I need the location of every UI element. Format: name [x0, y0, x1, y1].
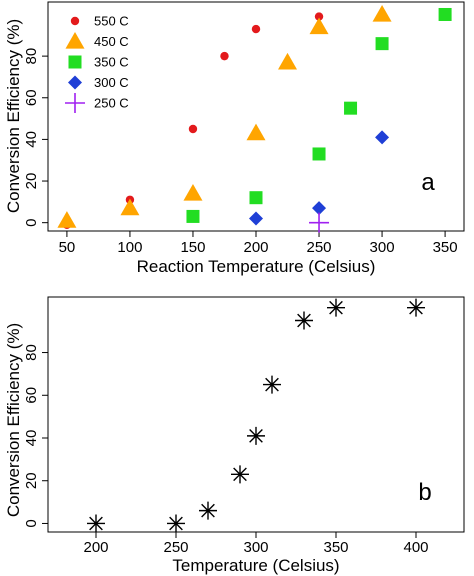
panel-b-y-axis: 0 20 40 60 80 [23, 344, 48, 528]
y-tick-label: 0 [23, 219, 40, 227]
x-tick-label: 400 [403, 539, 428, 556]
panel-b-data-points [87, 298, 425, 533]
data-point-350-c [438, 7, 452, 21]
y-tick-label: 60 [23, 89, 40, 106]
data-point-300-c [375, 130, 390, 145]
data-point-450-c [246, 123, 266, 141]
panel-b-x-axis-title: Temperature (Celsius) [172, 556, 339, 575]
legend-label: 550 C [94, 14, 129, 29]
x-tick-label: 200 [83, 539, 108, 556]
panel-a-chart: 0 20 40 60 80 50 100 150 200 250 300 350 550 C 450 … [4, 1, 465, 276]
data-point-450-c [372, 4, 392, 22]
y-tick-label: 60 [23, 387, 40, 404]
x-tick-label: 250 [307, 239, 332, 256]
legend-marker [68, 75, 82, 90]
panel-b-x-axis: 200 250 300 350 400 [83, 532, 429, 556]
panel-a-data-points [57, 4, 452, 233]
x-tick-label: 150 [180, 239, 205, 256]
x-tick-label: 300 [243, 539, 268, 556]
y-tick-label: 20 [23, 472, 40, 489]
data-point-series [327, 298, 345, 317]
y-tick-label: 80 [23, 48, 40, 65]
x-tick-label: 50 [59, 239, 76, 256]
data-point-series [167, 514, 185, 533]
panel-b-label: b [418, 479, 431, 506]
data-point-450-c [309, 17, 329, 35]
data-point-350-c [344, 101, 358, 115]
data-point-350-c [375, 37, 389, 51]
y-tick-label: 80 [23, 344, 40, 361]
data-point-series [295, 311, 313, 330]
data-point-300-c [249, 211, 263, 226]
panel-a-y-axis: 0 20 40 60 80 [23, 48, 48, 227]
data-point-series [407, 298, 425, 317]
panel-a-y-axis-title: Conversion Efficiency (%) [4, 19, 23, 213]
data-point-300-c [312, 201, 327, 216]
y-tick-label: 40 [23, 430, 40, 447]
panel-a-x-axis-title: Reaction Temperature (Celsius) [137, 257, 376, 276]
y-tick-label: 0 [23, 519, 40, 527]
data-point-450-c [120, 198, 140, 216]
data-point-550-c [220, 51, 229, 61]
panel-a-x-axis: 50 100 150 200 250 300 350 [59, 231, 458, 256]
x-tick-label: 200 [243, 239, 268, 256]
x-tick-label: 250 [163, 539, 188, 556]
data-point-series [199, 501, 217, 520]
panel-b-chart: 0 20 40 60 80 200 250 300 350 400 Temperature (C… [4, 296, 465, 575]
data-point-550-c [251, 24, 261, 34]
legend-marker [65, 93, 85, 113]
legend-marker [70, 16, 80, 26]
data-point-series [231, 465, 249, 484]
x-tick-label: 300 [370, 239, 395, 256]
y-tick-label: 40 [23, 131, 40, 148]
data-point-450-c [278, 52, 298, 70]
data-point-350-c [186, 209, 200, 223]
data-point-series [247, 426, 265, 445]
data-point-350-c [312, 147, 326, 161]
legend-label: 300 C [94, 75, 129, 90]
x-tick-label: 350 [433, 239, 458, 256]
y-tick-label: 20 [23, 173, 40, 190]
data-point-450-c [183, 184, 203, 201]
data-point-550-c [314, 12, 324, 21]
data-point-350-c [249, 191, 263, 205]
x-tick-label: 350 [323, 539, 348, 556]
panel-b-y-axis-title: Conversion Efficiency (%) [4, 323, 23, 517]
data-point-550-c [188, 124, 198, 134]
x-tick-label: 100 [117, 239, 142, 256]
data-point-250-c [309, 212, 330, 233]
legend-marker [65, 32, 85, 49]
legend-label: 450 C [94, 34, 129, 49]
panel-a-label: a [421, 169, 435, 196]
panel-a-legend: 550 C 450 C 350 C 300 C 250 C [65, 14, 129, 113]
legend-label: 350 C [94, 55, 129, 70]
panel-b-plot-frame [47, 296, 465, 533]
legend-label: 250 C [94, 96, 129, 111]
data-point-450-c [57, 211, 77, 228]
data-point-series [263, 375, 281, 394]
data-point-series [87, 514, 105, 533]
legend-marker [68, 55, 82, 69]
